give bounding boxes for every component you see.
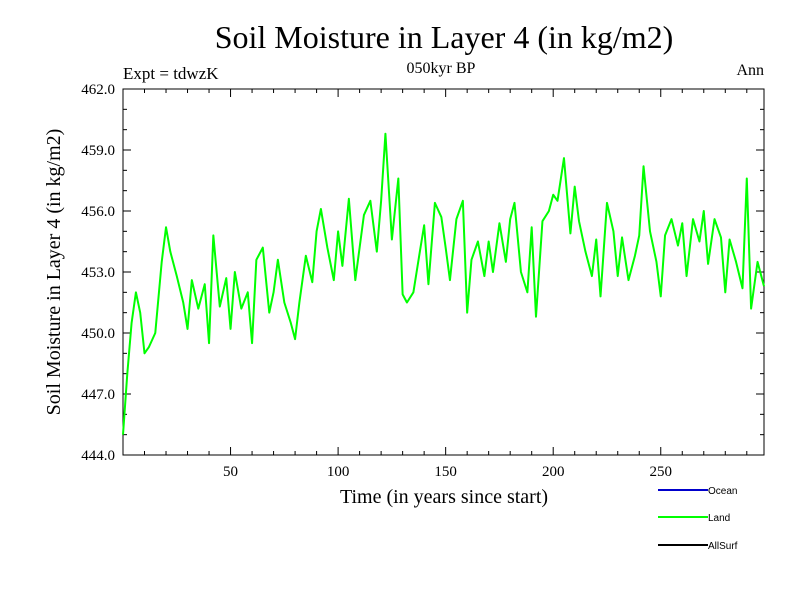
y-tick-label: 450.0	[81, 326, 115, 342]
x-tick-label: 150	[434, 464, 457, 480]
season-label: Ann	[736, 62, 764, 79]
y-tick-label: 447.0	[81, 387, 115, 403]
legend-ocean-label: Ocean	[708, 486, 737, 497]
y-tick-label: 459.0	[81, 143, 115, 159]
series-line-land	[122, 132, 765, 435]
y-tick-label: 456.0	[81, 204, 115, 220]
x-axis-label: Time (in years since start)	[340, 486, 548, 508]
x-tick-label: 50	[223, 464, 238, 480]
chart-subtitle: 050kyr BP	[407, 60, 476, 77]
legend-land-label: Land	[708, 513, 730, 524]
x-tick-labels: 50 100 150 200 250	[223, 464, 672, 480]
y-tick-label: 444.0	[81, 448, 115, 464]
x-tick-label: 200	[542, 464, 565, 480]
y-axis-label: Soil Moisture in Layer 4 (in kg/m2)	[43, 129, 65, 416]
y-tick-label: 462.0	[81, 82, 115, 98]
chart-title: Soil Moisture in Layer 4 (in kg/m2)	[215, 19, 674, 55]
y-tick-labels: 444.0 447.0 450.0 453.0 456.0 459.0 462.0	[81, 82, 115, 464]
x-tick-label: 100	[327, 464, 350, 480]
experiment-label: Expt = tdwzK	[123, 64, 219, 83]
legend: Ocean Land AllSurf	[658, 486, 738, 552]
plot-frame	[122, 88, 765, 456]
y-tick-label: 453.0	[81, 265, 115, 281]
legend-allsurf-label: AllSurf	[708, 541, 738, 552]
axis-ticks	[123, 89, 764, 455]
x-tick-label: 250	[650, 464, 673, 480]
